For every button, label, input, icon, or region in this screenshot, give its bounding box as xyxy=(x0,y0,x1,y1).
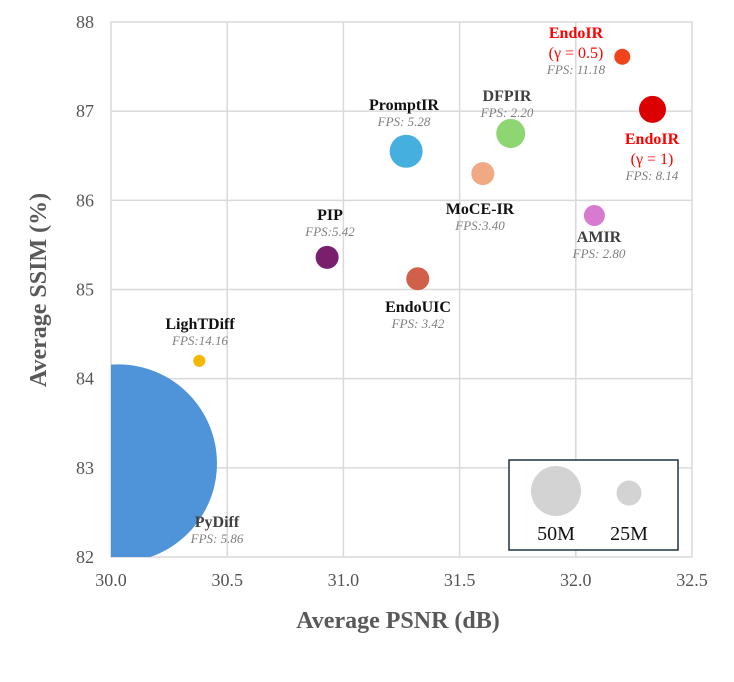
legend-label-25m: 25M xyxy=(610,523,648,545)
y-tick-label: 85 xyxy=(76,280,94,300)
legend: 50M 25M xyxy=(508,459,679,551)
x-tick-label: 30.0 xyxy=(95,570,127,590)
point-fps-label: FPS: 2.80 xyxy=(572,246,626,261)
point-gamma-label: (γ = 0.5) xyxy=(549,45,604,62)
y-tick-label: 88 xyxy=(76,12,94,32)
x-tick-label: 32.0 xyxy=(560,570,592,590)
legend-label-50m: 50M xyxy=(537,523,575,545)
bubble-dfpir xyxy=(496,118,526,148)
bubble-endouic xyxy=(406,267,430,291)
x-axis-title: Average PSNR (dB) xyxy=(296,608,500,634)
y-tick-label: 87 xyxy=(76,101,94,121)
bubble-pip xyxy=(315,245,339,269)
point-gamma-label: (γ = 1) xyxy=(631,151,674,168)
point-name-label: EndoIR xyxy=(549,25,604,42)
x-tick-label: 31.0 xyxy=(328,570,360,590)
y-axis-title: Average SSIM (%) xyxy=(26,193,52,387)
point-fps-label: FPS: 2.20 xyxy=(480,105,534,120)
point-fps-label: FPS: 11.18 xyxy=(546,62,606,77)
point-fps-label: FPS:14.16 xyxy=(171,333,228,348)
point-name-label: PromptIR xyxy=(369,97,439,114)
bubble-promptir xyxy=(389,134,423,168)
point-name-label: EndoUIC xyxy=(385,299,451,316)
x-tick-labels: 30.0 30.5 31.0 31.5 32.0 32.5 xyxy=(95,570,708,590)
point-name-label: PyDiff xyxy=(195,514,240,531)
bubble-moce-ir xyxy=(471,162,495,186)
point-fps-label: FPS: 5.28 xyxy=(377,114,431,129)
bubble-endoir-8 xyxy=(614,48,631,65)
point-name-label: DFPIR xyxy=(483,88,532,105)
point-name-label: EndoIR xyxy=(625,131,680,148)
y-tick-labels: 82 83 84 85 86 87 88 xyxy=(76,12,94,567)
point-fps-label: FPS:3.40 xyxy=(454,218,505,233)
x-tick-label: 30.5 xyxy=(211,570,243,590)
point-name-label: AMIR xyxy=(577,229,622,246)
y-tick-label: 86 xyxy=(76,190,94,210)
bubble-lightdiff xyxy=(193,354,206,367)
point-name-label: PIP xyxy=(317,207,343,224)
point-fps-label: FPS:5.42 xyxy=(304,224,355,239)
point-fps-label: FPS: 5.86 xyxy=(190,531,244,546)
bubble-endoir-9 xyxy=(638,95,666,123)
legend-bubble-50m xyxy=(531,466,581,516)
bubble-pydiff xyxy=(111,364,217,557)
bubbles xyxy=(111,48,666,557)
x-tick-label: 31.5 xyxy=(444,570,476,590)
y-tick-label: 83 xyxy=(76,458,94,478)
x-tick-label: 32.5 xyxy=(676,570,708,590)
y-tick-label: 82 xyxy=(76,547,94,567)
point-name-label: LighTDiff xyxy=(165,316,235,333)
y-tick-label: 84 xyxy=(76,369,94,389)
legend-bubble-25m xyxy=(616,480,642,506)
point-fps-label: FPS: 3.42 xyxy=(391,316,445,331)
bubble-amir xyxy=(583,204,605,226)
point-name-label: MoCE-IR xyxy=(446,201,515,218)
point-fps-label: FPS: 8.14 xyxy=(625,168,679,183)
grid xyxy=(111,22,692,557)
legend-box xyxy=(508,459,679,551)
